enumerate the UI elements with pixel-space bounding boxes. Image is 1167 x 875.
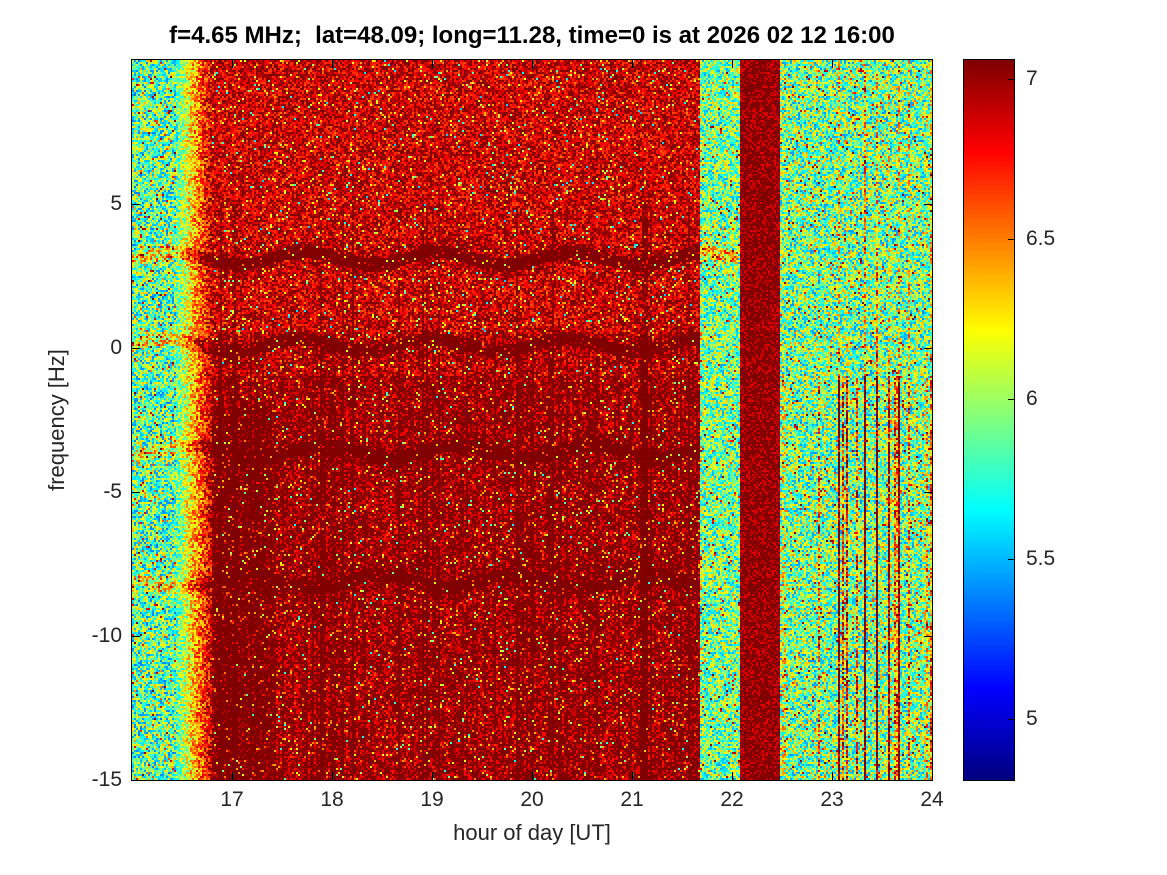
chart-title: f=4.65 MHz; lat=48.09; long=11.28, time=… [169, 22, 895, 49]
colorbar-tick-label: 6.5 [1026, 227, 1056, 251]
x-tick-mark-top [232, 60, 233, 68]
heatmap-canvas [132, 60, 932, 780]
colorbar-tick-mark [1008, 559, 1014, 561]
x-tick-mark [432, 772, 433, 780]
y-tick-mark-right [924, 780, 932, 781]
x-tick-label: 19 [420, 788, 444, 811]
y-tick-mark-right [924, 636, 932, 637]
x-tick-mark-top [532, 60, 533, 68]
y-tick-mark [132, 204, 140, 205]
y-tick-label: -10 [91, 624, 122, 647]
x-tick-label: 17 [220, 788, 244, 811]
colorbar-tick-mark [1008, 399, 1014, 401]
x-tick-mark [832, 772, 833, 780]
x-tick-mark-top [732, 60, 733, 68]
colorbar-tick-label: 6 [1026, 387, 1038, 411]
x-tick-mark-top [632, 60, 633, 68]
y-tick-mark [132, 348, 140, 349]
x-tick-label: 18 [320, 788, 344, 811]
x-tick-mark [932, 772, 933, 780]
colorbar-tick-label: 5 [1026, 707, 1038, 731]
x-tick-label: 24 [920, 788, 944, 811]
colorbar-tick-label: 7 [1026, 67, 1038, 91]
y-tick-label: -5 [103, 480, 122, 503]
colorbar-tick-label: 5.5 [1026, 547, 1056, 571]
colorbar-tick-mark [1008, 79, 1014, 81]
y-tick-mark-right [924, 204, 932, 205]
y-tick-label: 0 [110, 336, 122, 359]
x-tick-label: 20 [520, 788, 544, 811]
x-tick-mark [232, 772, 233, 780]
x-tick-label: 23 [820, 788, 844, 811]
x-tick-mark [532, 772, 533, 780]
colorbar [963, 59, 1015, 781]
x-tick-mark [332, 772, 333, 780]
colorbar-tick-mark [1008, 719, 1014, 721]
y-tick-label: -15 [91, 768, 122, 791]
x-tick-mark-top [932, 60, 933, 68]
x-tick-mark-top [432, 60, 433, 68]
colorbar-tick-mark [1008, 239, 1014, 241]
y-tick-mark-right [924, 492, 932, 493]
y-tick-mark [132, 492, 140, 493]
y-tick-label: 5 [110, 192, 122, 215]
x-tick-mark [632, 772, 633, 780]
y-tick-mark [132, 636, 140, 637]
x-tick-label: 22 [720, 788, 744, 811]
y-tick-mark [132, 780, 140, 781]
y-axis-label: frequency [Hz] [44, 349, 69, 491]
x-tick-label: 21 [620, 788, 644, 811]
x-axis-label: hour of day [UT] [453, 820, 611, 845]
heatmap-plot-area [131, 59, 933, 781]
y-tick-mark-right [924, 348, 932, 349]
colorbar-canvas [964, 60, 1014, 780]
x-tick-mark [732, 772, 733, 780]
x-tick-mark-top [832, 60, 833, 68]
x-tick-mark-top [332, 60, 333, 68]
